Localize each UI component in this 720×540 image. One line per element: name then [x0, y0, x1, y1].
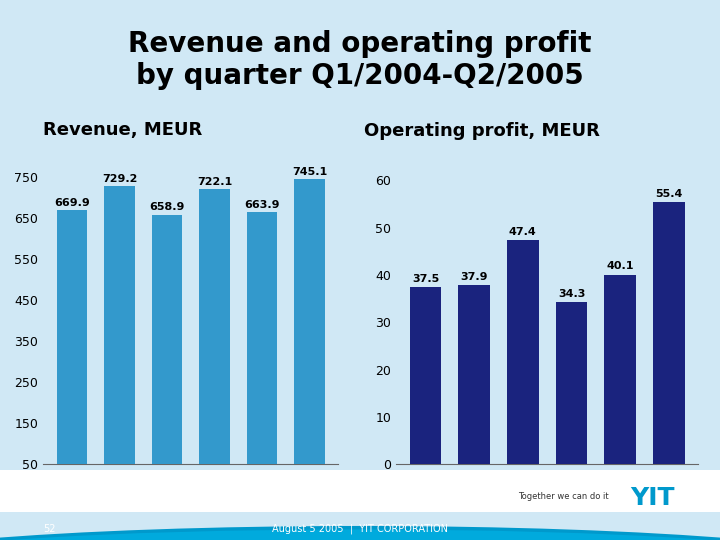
Bar [152, 214, 182, 485]
Bar [294, 179, 325, 485]
Text: 40.1: 40.1 [606, 261, 634, 271]
Text: by quarter Q1/2004-Q2/2005: by quarter Q1/2004-Q2/2005 [136, 62, 584, 90]
Bar [57, 210, 88, 485]
Bar [199, 188, 230, 485]
Text: Revenue, MEUR: Revenue, MEUR [42, 122, 202, 139]
Text: August 5 2005  |  YIT CORPORATION: August 5 2005 | YIT CORPORATION [272, 523, 448, 534]
Text: 722.1: 722.1 [197, 177, 232, 186]
Bar [556, 302, 588, 464]
Bar [410, 287, 441, 464]
Text: 669.9: 669.9 [54, 198, 90, 208]
Text: Operating profit, MEUR: Operating profit, MEUR [364, 122, 600, 139]
FancyBboxPatch shape [0, 470, 720, 515]
Ellipse shape [0, 526, 720, 540]
Text: Together we can do it: Together we can do it [518, 492, 609, 501]
FancyBboxPatch shape [0, 512, 720, 540]
Bar [507, 240, 539, 464]
Ellipse shape [0, 529, 720, 540]
Bar [604, 274, 636, 464]
Text: 729.2: 729.2 [102, 173, 138, 184]
Text: 34.3: 34.3 [558, 289, 585, 299]
Text: 745.1: 745.1 [292, 167, 327, 177]
Text: 663.9: 663.9 [244, 200, 280, 211]
Text: Revenue and operating profit: Revenue and operating profit [128, 30, 592, 58]
Text: 47.4: 47.4 [509, 227, 536, 237]
Text: 37.5: 37.5 [412, 273, 439, 284]
Text: 55.4: 55.4 [655, 189, 683, 199]
Text: 37.9: 37.9 [461, 272, 488, 282]
Text: YIT: YIT [630, 487, 675, 510]
Bar [104, 186, 135, 485]
Text: 658.9: 658.9 [149, 202, 185, 212]
Bar [459, 285, 490, 464]
Bar [653, 202, 685, 464]
Text: 52: 52 [43, 523, 55, 534]
Bar [247, 212, 277, 485]
